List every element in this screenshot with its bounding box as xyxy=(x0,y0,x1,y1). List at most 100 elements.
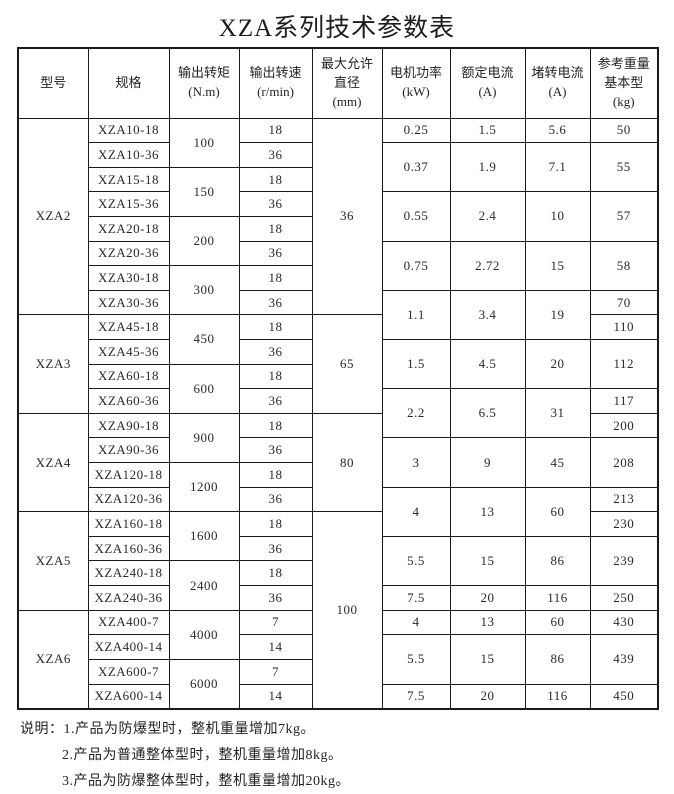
table-cell: 100 xyxy=(168,117,240,168)
table-cell: XZA30-36 xyxy=(87,289,170,316)
table-cell: 208 xyxy=(589,437,659,488)
table-cell: 15 xyxy=(449,634,526,685)
table-cell: 1600 xyxy=(168,511,240,562)
table-row: XZA30-36 36 1.1 3.4 19 70 xyxy=(18,289,659,340)
table-cell: 150 xyxy=(168,166,240,217)
table-cell: XZA15-18 xyxy=(87,166,170,193)
table-cell: 0.37 xyxy=(381,142,451,193)
table-cell: 116 xyxy=(524,683,591,710)
table-cell: XZA2 xyxy=(17,117,89,316)
table-cell: 10 xyxy=(524,191,591,242)
table-cell: 65 xyxy=(311,314,383,414)
table-cell: 60 xyxy=(524,609,591,636)
table-cell: 18 xyxy=(238,166,313,193)
note-line-1: 说明：1.产品为防爆型时，整机重量增加7kg。 xyxy=(20,717,674,743)
table-cell: 200 xyxy=(589,412,659,439)
table-cell: 31 xyxy=(524,388,591,439)
table-cell: 5.6 xyxy=(524,117,591,144)
table-cell: XZA240-36 xyxy=(87,585,170,611)
table-cell: 80 xyxy=(311,412,383,513)
table-cell: 3.4 xyxy=(449,289,526,340)
table-cell: 9 xyxy=(449,437,526,488)
header-cell: 电机功率 (kW) xyxy=(381,47,451,119)
table-cell: 36 xyxy=(238,585,313,611)
table-row: XZA240-36 36 7.5 20 116 250 xyxy=(18,585,659,611)
table-cell: 230 xyxy=(589,511,659,537)
table-cell: 18 xyxy=(238,314,313,340)
table-cell: 213 xyxy=(589,486,659,513)
table-cell: 4000 xyxy=(168,609,240,660)
table-cell: 7.5 xyxy=(381,683,451,710)
table-cell: 110 xyxy=(589,314,659,340)
table-cell: 2400 xyxy=(168,560,240,611)
table-cell: 7 xyxy=(238,609,313,636)
table-cell: 900 xyxy=(168,412,240,464)
table-row: XZA15-18 150 18 xyxy=(18,166,658,217)
table-cell: 20 xyxy=(449,585,526,611)
table-cell: 450 xyxy=(168,314,240,365)
table-row: XZA45-36 36 1.5 4.5 20 112 xyxy=(18,338,659,390)
table-row: XZA4 XZA90-18 900 18 80 200 xyxy=(17,412,659,513)
table-cell: 4.5 xyxy=(449,338,526,390)
table-row: XZA10-36 36 0.37 1.9 7.1 55 xyxy=(18,142,659,193)
table-cell: XZA400-14 xyxy=(87,634,170,660)
table-cell: 600 xyxy=(168,363,240,414)
table-cell: XZA600-7 xyxy=(87,658,170,685)
table-cell: 2.2 xyxy=(381,388,451,439)
table-cell: 18 xyxy=(238,462,313,488)
header-row: 型号 规格 输出转矩 (N.m) 输出转速 (r/min) 最大允许 直径 (mm) 电机… xyxy=(17,47,659,119)
table-cell: 7.5 xyxy=(381,585,451,611)
table-row: XZA30-18 300 18 xyxy=(18,265,658,316)
table-cell: 45 xyxy=(524,437,591,488)
table-cell: 7.1 xyxy=(524,142,591,193)
header-cell: 输出转矩 (N.m) xyxy=(168,47,240,119)
table-row: XZA5 XZA160-18 1600 18 100 230 xyxy=(17,511,659,710)
notes-label: 说明： xyxy=(20,721,64,737)
table-row: XZA60-36 36 2.2 6.5 31 117 xyxy=(18,388,659,439)
table-cell: 7 xyxy=(238,658,313,685)
table-cell: 200 xyxy=(168,215,240,267)
page-title: XZA系列技术参数表 xyxy=(218,15,456,42)
table-cell: XZA60-18 xyxy=(87,363,170,390)
table-row: XZA400-14 14 5.5 15 86 439 xyxy=(18,634,659,685)
table-row: XZA20-36 36 0.75 2.72 15 58 xyxy=(18,240,659,291)
table-cell: 36 xyxy=(238,142,313,168)
note-item: 1.产品为防爆型时，整机重量增加7kg。 xyxy=(63,721,315,737)
table-cell: 13 xyxy=(449,609,526,636)
table-cell: XZA160-36 xyxy=(87,535,170,562)
table-cell: 0.75 xyxy=(381,240,451,291)
table-cell: 4 xyxy=(381,486,451,537)
table-cell: XZA10-18 xyxy=(87,117,170,144)
table-cell: 1.9 xyxy=(449,142,526,193)
table-row: XZA120-36 36 4 13 60 213 xyxy=(18,486,659,537)
table-row: XZA2 XZA10-18 100 18 36 0.25 1.5 5.6 50 xyxy=(17,117,659,316)
table-row: XZA240-18 2400 18 xyxy=(18,560,658,611)
table-cell: 18 xyxy=(238,560,313,587)
table-cell: XZA240-18 xyxy=(87,560,170,587)
table-cell: XZA5 xyxy=(17,511,89,611)
header-cell: 最大允许 直径 (mm) xyxy=(311,47,383,119)
table-cell: 250 xyxy=(589,585,659,611)
table-cell: 439 xyxy=(589,634,659,685)
table-cell: 3 xyxy=(381,437,451,488)
table-cell: 0.55 xyxy=(381,191,451,242)
header-cell: 额定电流 (A) xyxy=(449,47,526,119)
table-cell: XZA30-18 xyxy=(87,265,170,291)
table-cell: 18 xyxy=(238,215,313,242)
table-row: XZA20-18 200 18 xyxy=(18,215,658,267)
table-cell: 36 xyxy=(238,486,313,513)
table-cell: 2.72 xyxy=(449,240,526,291)
table-cell: XZA15-36 xyxy=(87,191,170,217)
table-cell: 60 xyxy=(524,486,591,537)
table-cell: 86 xyxy=(524,535,591,587)
table-cell: XZA120-18 xyxy=(87,462,170,488)
table-cell: 50 xyxy=(589,117,659,144)
table-cell: 57 xyxy=(589,191,659,242)
header-cell: 参考重量 基本型 (kg) xyxy=(589,47,659,119)
table-cell: 2.4 xyxy=(449,191,526,242)
table-cell: 18 xyxy=(238,117,313,144)
table-cell: 58 xyxy=(589,240,659,291)
table-cell: 6000 xyxy=(168,658,240,710)
table-cell: 86 xyxy=(524,634,591,685)
notes-section: 说明：1.产品为防爆型时，整机重量增加7kg。 2.产品为普通整体型时，整机重量… xyxy=(0,717,674,794)
